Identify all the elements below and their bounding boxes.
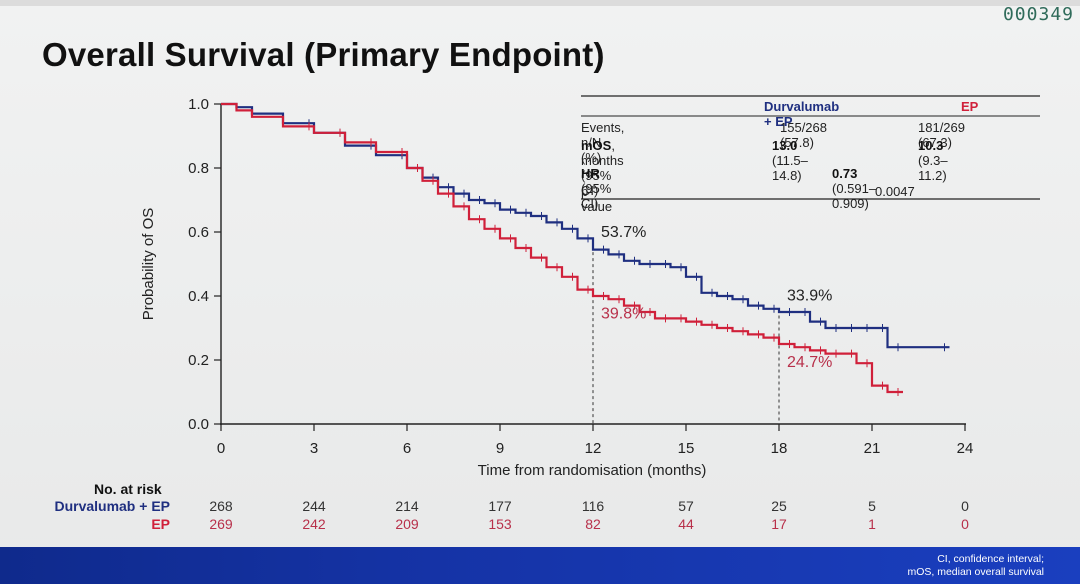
stats-hr-label: HR (95% CI) [581, 166, 612, 211]
risk-value: 242 [302, 516, 326, 532]
x-axis-label: Time from randomisation (months) [478, 462, 707, 479]
x-tick-label: 24 [957, 440, 974, 457]
risk-row-label: EP [151, 516, 170, 532]
stats-row-events-durva: 155/268 (57.8) [780, 120, 827, 150]
x-tick-label: 3 [310, 440, 318, 457]
x-tick-label: 0 [217, 440, 225, 457]
risk-value: 17 [771, 516, 787, 532]
series-line-durvalumab [221, 102, 950, 349]
top-line [0, 0, 1080, 6]
y-tick-label: 1.0 [188, 96, 209, 113]
risk-value: 209 [395, 516, 419, 532]
y-tick-label: 0.8 [188, 160, 209, 177]
annotation-label: 33.9% [787, 288, 832, 305]
risk-value: 25 [771, 498, 787, 514]
footnote: CI, confidence interval; mOS, median ove… [907, 553, 1044, 579]
stats-row-mos-durva: 13.0 (11.5–14.8) [772, 138, 808, 183]
risk-value: 0 [961, 516, 969, 532]
risk-table-title: No. at risk [94, 481, 162, 497]
y-tick-label: 0.2 [188, 352, 209, 369]
stats-row-events-ep: 181/269 (67.3) [918, 120, 965, 150]
slide-title: Overall Survival (Primary Endpoint) [42, 36, 605, 73]
risk-value: 1 [868, 516, 876, 532]
stats-col-durvalumab: Durvalumab + EP [764, 99, 840, 129]
risk-value: 5 [868, 498, 876, 514]
stats-p-value: 0.0047 [875, 184, 915, 199]
annotation-label: 53.7% [601, 224, 646, 241]
risk-value: 269 [209, 516, 233, 532]
risk-value: 177 [488, 498, 512, 514]
footer-bar [0, 547, 1080, 584]
risk-value: 116 [581, 498, 605, 514]
stats-col-ep: EP [961, 99, 979, 114]
frame-counter: 000349 [1002, 4, 1074, 25]
risk-value: 214 [395, 498, 419, 514]
risk-value: 44 [678, 516, 694, 532]
risk-value: 268 [209, 498, 233, 514]
x-tick-label: 12 [585, 440, 602, 457]
x-tick-label: 15 [678, 440, 695, 457]
footnote-line-1: CI, confidence interval; [937, 553, 1044, 565]
risk-value: 244 [302, 498, 326, 514]
stats-row-events-label: Events, n/N (%) [581, 120, 625, 165]
risk-value: 0 [961, 498, 969, 514]
x-tick-label: 6 [403, 440, 411, 457]
annotation-label: 24.7% [787, 354, 832, 371]
risk-value: 57 [678, 498, 694, 514]
risk-row-label: Durvalumab + EP [54, 498, 170, 514]
annotation-label: 39.8% [601, 306, 646, 323]
y-tick-label: 0.4 [188, 288, 209, 305]
stats-p-label: p-value [581, 184, 613, 214]
series-line-ep [221, 102, 903, 394]
x-tick-label: 18 [771, 440, 788, 457]
footnote-line-2: mOS, median overall survival [907, 566, 1044, 578]
y-axis-label: Probability of OS [140, 208, 157, 321]
y-tick-label: 0.6 [188, 224, 209, 241]
risk-value: 153 [488, 516, 512, 532]
x-tick-label: 9 [496, 440, 504, 457]
stats-hr-value: 0.73 (0.591–0.909) [832, 166, 877, 211]
x-tick-label: 21 [864, 440, 881, 457]
y-tick-label: 0.0 [188, 416, 209, 433]
stats-row-mos-label: mOS, months (95% CI) [581, 138, 624, 198]
risk-value: 82 [585, 516, 601, 532]
stats-row-mos-ep: 10.3 (9.3–11.2) [918, 138, 948, 183]
